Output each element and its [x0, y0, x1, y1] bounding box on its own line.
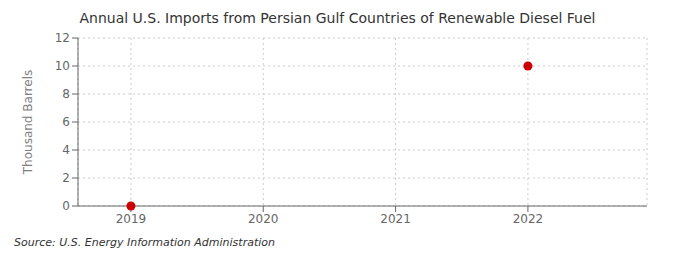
svg-text:10: 10 — [55, 59, 70, 73]
svg-text:Thousand Barrels: Thousand Barrels — [21, 70, 35, 175]
svg-text:8: 8 — [62, 87, 70, 101]
svg-text:2019: 2019 — [116, 212, 147, 226]
svg-text:2: 2 — [62, 171, 70, 185]
svg-text:2022: 2022 — [513, 212, 544, 226]
svg-text:0: 0 — [62, 199, 70, 213]
svg-text:6: 6 — [62, 115, 70, 129]
html-text:Source: U.S. Energy Informatio: Source: U.S. Energy Information Administ… — [14, 236, 275, 249]
svg-text:4: 4 — [62, 143, 70, 157]
svg-text:2021: 2021 — [380, 212, 411, 226]
svg-text:2020: 2020 — [248, 212, 279, 226]
svg-text:12: 12 — [55, 31, 70, 45]
html-text:Annual U.S. Imports from Persi: Annual U.S. Imports from Persian Gulf Co… — [79, 10, 596, 26]
